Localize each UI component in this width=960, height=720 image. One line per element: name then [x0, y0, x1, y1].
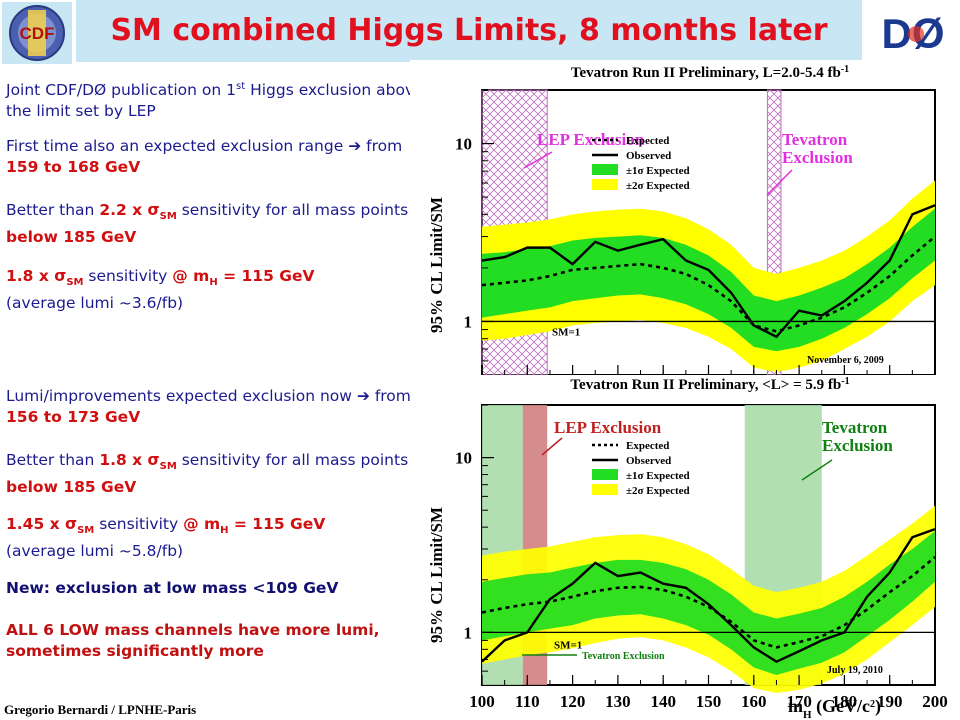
legend-label: ±2σ Expected [626, 485, 690, 497]
tevatron-exclusion-label: Tevatron Exclusion [782, 130, 853, 167]
bullet-low-mass-exclusion: New: exclusion at low mass <109 GeV [6, 579, 339, 597]
x-tick-label: 200 [922, 692, 948, 711]
sm-label: SM=1 [554, 639, 582, 651]
chart-title: Tevatron Run II Preliminary, <L> = 5.9 f… [570, 376, 849, 394]
legend-one-sigma-swatch [592, 164, 618, 175]
arrow-icon: ➔ [356, 387, 370, 405]
legend: Expected Observed ±1σ Expected ±2σ Expected [592, 440, 690, 497]
legend-label: Observed [626, 455, 671, 467]
title-band [76, 0, 862, 62]
expected-line [481, 556, 936, 649]
slide-title: SM combined Higgs Limits, 8 months later [110, 13, 828, 48]
chart-2009: Tevatron Run II Preliminary, L=2.0-5.4 f… [410, 60, 955, 395]
lep-exclusion-label: LEP Exclusion [554, 418, 662, 437]
bullet-lumi-improvements: Lumi/improvements expected exclusion now… [6, 387, 411, 426]
arrow-icon: ➔ [348, 137, 362, 155]
chart-title: Tevatron Run II Preliminary, L=2.0-5.4 f… [571, 64, 849, 82]
lep-exclusion-label: LEP Exclusion [537, 130, 645, 149]
date-label: July 19, 2010 [827, 665, 883, 676]
legend-label: ±1σ Expected [626, 165, 690, 177]
legend-one-sigma-swatch [592, 469, 618, 480]
tevatron-arrow [801, 459, 833, 481]
x-tick-label: 130 [605, 692, 631, 711]
x-tick-label: 180 [832, 692, 858, 711]
y-tick-label: 10 [455, 135, 472, 154]
d0-logo: DØ [870, 2, 956, 64]
date-label: November 6, 2009 [807, 355, 884, 366]
legend-label: Expected [626, 135, 669, 147]
x-tick-label: 150 [696, 692, 722, 711]
bullet-joint-publication: Joint CDF/DØ publication on 1st Higgs ex… [6, 81, 424, 121]
sm-label: SM=1 [552, 326, 580, 338]
bullet-expected-exclusion: First time also an expected exclusion ra… [6, 137, 403, 176]
x-tick-label: 140 [650, 692, 676, 711]
x-tick-label: 100 [469, 692, 495, 711]
cdf-logo: CDF [2, 2, 72, 64]
legend-label: ±2σ Expected [626, 180, 690, 192]
x-axis-label: mH (GeV/c2) [788, 696, 881, 720]
bullet-low-mass-channels: ALL 6 LOW mass channels have more lumi, … [6, 621, 380, 660]
tevatron-exclusion-label: Tevatron Exclusion [822, 418, 893, 455]
y-tick-label: 1 [464, 312, 473, 331]
cdf-logo-text: CDF [20, 24, 55, 43]
legend-label: Expected [626, 440, 669, 452]
observed-line [481, 527, 936, 664]
tevatron-arrow [766, 169, 793, 196]
y-axis-label: 95% CL Limit/SM [427, 197, 446, 333]
x-tick-label: 170 [786, 692, 812, 711]
y-axis-label: 95% CL Limit/SM [427, 507, 446, 643]
bullet-sensitivity-185-new: Better than 1.8 x σSM sensitivity for al… [6, 451, 409, 497]
y-tick-label: 10 [455, 449, 472, 468]
author-footer: Gregorio Bernardi / LPNHE-Paris [4, 702, 197, 717]
bullet-sensitivity-185: Better than 2.2 x σSM sensitivity for al… [6, 201, 409, 247]
legend-label: ±1σ Expected [626, 470, 690, 482]
lep-arrow [523, 151, 553, 169]
legend-two-sigma-swatch [592, 484, 618, 495]
y-tick-label: 1 [464, 623, 473, 642]
bullet-sensitivity-115-new: 1.45 x σSM sensitivity @ mH = 115 GeV (av… [6, 515, 326, 561]
chart-2010: Tevatron Run II Preliminary, <L> = 5.9 f… [410, 375, 955, 720]
legend: Expected Observed ±1σ Expected ±2σ Expected [592, 135, 690, 192]
x-tick-label: 160 [741, 692, 767, 711]
x-tick-label: 120 [560, 692, 586, 711]
observed-line [481, 204, 936, 339]
slide-header: SM combined Higgs Limits, 8 months later… [0, 0, 960, 68]
x-tick-label: 190 [877, 692, 903, 711]
bullet-sensitivity-115: 1.8 x σSM sensitivity @ mH = 115 GeV (ave… [6, 267, 315, 313]
legend-label: Observed [626, 150, 671, 162]
legend-two-sigma-swatch [592, 179, 618, 190]
x-tick-label: 110 [515, 692, 540, 711]
lep-arrow [541, 437, 563, 456]
low-mass-exclusion-label: Tevatron Exclusion [582, 651, 665, 662]
